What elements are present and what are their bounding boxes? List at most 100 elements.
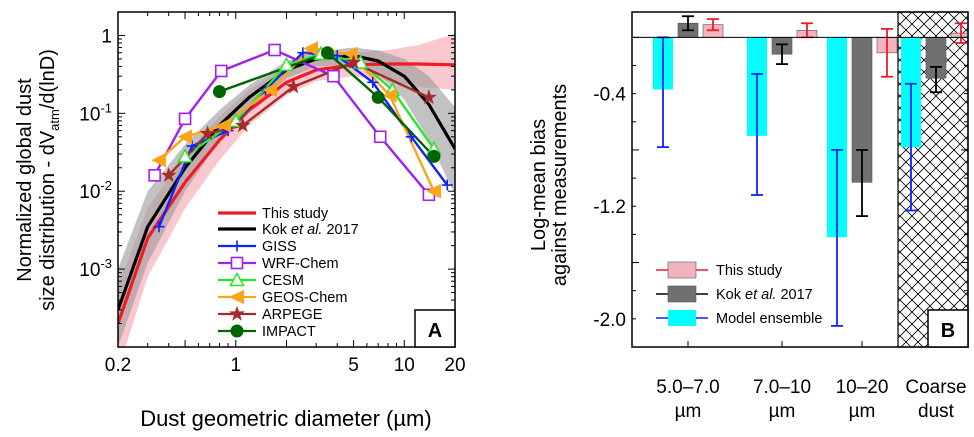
legend-label: This study <box>262 206 329 222</box>
legend-label-italic: et al. <box>291 222 322 238</box>
legend-label-text: This study <box>262 206 329 222</box>
data-point-arpege <box>199 125 216 141</box>
y-tick-label-text: 1 <box>101 26 112 47</box>
panel-b: -0.4 -1.2 -2.0 5.0–7.0 µm 7.0–10 µm 10–20 µm Coa… <box>528 11 969 422</box>
data-point-geos-chem <box>216 118 231 133</box>
y-tick-label: 1 <box>101 26 112 47</box>
y-tick-base: 10 <box>79 104 100 125</box>
data-point-geos-chem <box>426 183 441 199</box>
legend-swatch <box>668 310 696 326</box>
legend-label: GISS <box>262 239 297 255</box>
data-point-arpege <box>234 117 251 133</box>
data-point-giss <box>153 221 165 233</box>
data-point-giss <box>441 179 453 191</box>
category-label-line1: 5.0–7.0 <box>656 377 719 398</box>
y-tick-label: -2.0 <box>593 310 626 331</box>
legend-label-suffix: 2017 <box>776 287 812 303</box>
legend-label-text: GEOS-Chem <box>262 290 347 306</box>
legend-item-geos-chem: GEOS-Chem <box>218 289 347 306</box>
category-label-line2: µm <box>849 401 876 422</box>
error-bar-kok-et-al-2017 <box>682 15 694 32</box>
data-point-giss <box>297 47 309 59</box>
x-tick-label: 20 <box>444 355 465 376</box>
category-label-line2: µm <box>769 401 796 422</box>
data-point-giss <box>367 76 379 88</box>
error-bar-model-ensemble <box>751 73 763 196</box>
legend-label: ARPEGE <box>262 307 323 323</box>
legend-swatch <box>667 285 697 303</box>
x-tick-label: 0.2 <box>105 355 131 376</box>
kok-et-al-2017-range-band <box>118 47 455 347</box>
panel-a-y-axis-label-line1: Normalized global dust <box>14 78 36 282</box>
data-point-arpege <box>285 78 302 94</box>
legend-label-text: GISS <box>262 239 297 255</box>
x-tick-label: 1 <box>230 355 241 376</box>
legend-label-text: This study <box>716 263 783 279</box>
error-bar-kok-et-al-2017 <box>930 65 942 94</box>
legend-label-italic: et al. <box>745 287 776 303</box>
panel-b-y-axis-label: Log-mean bias against measurements <box>528 84 571 286</box>
legend-item-this-study: This study <box>218 206 329 222</box>
legend-marker <box>230 256 244 270</box>
x-tick-label: 5 <box>348 355 359 376</box>
data-point-arpege <box>160 167 177 183</box>
data-point-geos-chem <box>151 152 166 168</box>
legend-swatch <box>667 261 697 279</box>
panel-b-label-box <box>927 309 969 348</box>
data-point-cesm <box>177 148 193 163</box>
category-label-line2: µm <box>675 401 702 422</box>
legend-label-text: CESM <box>262 273 304 289</box>
panel-a-y-axis-label: Normalized global dust size distribution… <box>14 49 62 311</box>
error-bar-kok-et-al-2017 <box>776 43 788 65</box>
data-point-giss <box>405 131 417 143</box>
panel-b-label: B <box>941 320 955 342</box>
y-tick-exponent: -2 <box>100 178 112 193</box>
legend-item-cesm: CESM <box>218 271 304 289</box>
data-point-geos-chem <box>177 129 193 145</box>
y-tick-label: -1.2 <box>593 197 626 218</box>
legend-item-model-ensemble: Model ensemble <box>656 310 822 327</box>
legend-marker <box>230 324 244 338</box>
panel-b-y-axis-label-line1: Log-mean bias <box>528 119 550 251</box>
legend-label: Kok et al. 2017 <box>262 222 359 238</box>
error-bar-model-ensemble <box>905 82 917 212</box>
panel-a-x-axis-label: Dust geometric diameter (µm) <box>140 406 431 431</box>
error-bar-model-ensemble <box>831 149 843 327</box>
legend-item-giss: GISS <box>218 239 297 255</box>
y-tick-label: 10-2 <box>79 178 112 203</box>
legend-marker <box>229 289 244 305</box>
legend-label: WRF-Chem <box>262 256 339 272</box>
data-point-giss <box>331 50 343 62</box>
panel-b-legend: This study Kok et al. 2017 Model ensemble <box>656 261 822 327</box>
legend-label: Kok et al. 2017 <box>716 287 813 303</box>
y-tick-exponent: -1 <box>100 100 112 115</box>
legend-item-this-study: This study <box>656 261 783 279</box>
data-point-wrf-chem <box>178 112 192 126</box>
data-point-impact <box>320 46 334 60</box>
panel-a-y-axis-label-line2: size distribution - dVatm/d(lnD) <box>37 49 62 311</box>
legend-label-text: WRF-Chem <box>262 256 339 272</box>
legend-label: Model ensemble <box>716 311 822 327</box>
x-tick-label: 10 <box>394 355 415 376</box>
panel-a-label: A <box>428 320 442 342</box>
y-tick-label: -0.4 <box>593 85 626 106</box>
legend-label: IMPACT <box>262 324 316 340</box>
error-bar-kok-et-al-2017 <box>856 149 868 217</box>
legend-label-text: ARPEGE <box>262 307 323 323</box>
category-label-line2: dust <box>918 401 955 422</box>
series-line-impact <box>218 51 435 158</box>
y-tick-base: 10 <box>79 182 100 203</box>
data-point-wrf-chem <box>373 130 387 144</box>
legend-item-kok-et-al-2017: Kok et al. 2017 <box>218 222 359 238</box>
legend-item-arpege: ARPEGE <box>218 305 323 323</box>
y-tick-label: 10-1 <box>79 100 112 125</box>
legend-label-suffix: 2017 <box>322 222 358 238</box>
data-point-wrf-chem <box>327 69 340 83</box>
data-point-arpege <box>421 89 437 105</box>
legend-marker <box>231 240 243 252</box>
category-label-line1: Coarse <box>905 377 966 398</box>
legend-item-kok-et-al-2017: Kok et al. 2017 <box>656 285 813 303</box>
